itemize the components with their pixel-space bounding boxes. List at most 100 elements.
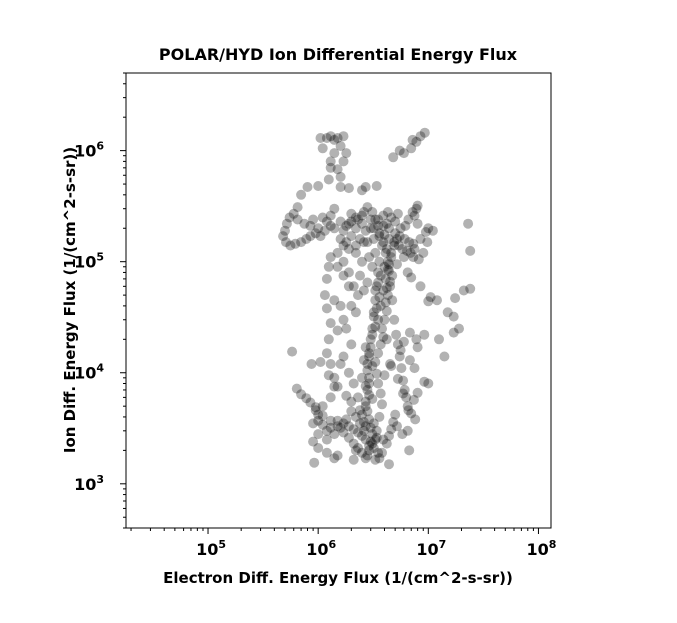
data-point-222 [325,162,336,173]
data-point-15 [364,348,375,359]
data-point-246 [392,373,403,384]
data-point-315 [365,342,376,353]
data-point-161 [308,214,319,225]
data-point-98 [332,421,343,432]
data-point-162 [299,218,310,229]
data-point-259 [346,396,357,407]
data-point-276 [357,256,367,267]
data-point-2 [365,223,376,234]
data-point-261 [335,359,346,369]
data-point-221 [329,148,340,159]
data-point-164 [288,208,299,219]
data-point-263 [338,314,349,325]
data-point-6 [386,252,397,263]
data-point-96 [343,432,354,443]
data-point-53 [332,247,343,258]
data-point-129 [442,307,453,318]
data-point-298 [384,223,394,234]
data-point-61 [338,351,349,362]
data-point-1 [357,218,367,229]
data-point-8 [374,256,385,267]
data-point-292 [341,220,352,231]
data-point-92 [360,453,371,464]
data-point-5 [381,244,392,254]
data-point-240 [306,359,317,369]
data-point-75 [389,314,400,325]
data-point-218 [332,133,343,143]
data-point-335 [348,424,359,435]
data-point-274 [370,247,381,258]
data-point-179 [338,225,349,236]
data-point-85 [388,417,399,427]
data-point-355 [380,297,391,308]
data-point-160 [317,212,328,223]
data-point-286 [346,208,357,219]
data-point-144 [409,210,420,221]
data-point-42 [332,381,343,392]
data-point-269 [332,261,343,272]
data-point-126 [448,327,459,338]
data-point-62 [343,367,354,378]
data-point-20 [362,406,373,417]
data-point-140 [415,234,426,244]
data-point-302 [404,237,415,248]
data-point-190 [402,245,412,256]
data-point-213 [335,182,346,192]
data-point-250 [423,378,434,389]
data-point-45 [321,348,332,359]
data-point-50 [321,273,332,284]
data-point-266 [350,307,361,318]
data-point-307 [375,270,386,281]
data-point-227 [292,202,303,213]
data-point-182 [362,237,373,248]
data-point-277 [350,247,361,258]
data-point-216 [325,131,336,142]
data-point-193 [413,254,424,265]
data-point-97 [338,427,349,438]
data-point-169 [281,237,291,248]
data-points-layer [278,127,476,470]
data-point-155 [358,207,369,217]
data-point-0 [350,212,361,223]
data-point-131 [458,285,469,296]
data-point-80 [398,375,409,386]
data-point-283 [392,208,403,219]
data-point-81 [399,384,410,395]
data-point-331 [364,440,375,451]
data-point-204 [411,136,422,147]
data-point-19 [360,396,371,407]
data-point-224 [313,181,324,191]
data-point-3 [374,228,385,239]
data-point-73 [385,281,396,292]
data-point-239 [296,389,307,400]
data-point-168 [278,231,289,242]
data-point-173 [301,234,312,244]
data-point-280 [335,234,346,244]
data-point-329 [370,434,381,445]
data-point-32 [346,406,357,417]
data-point-282 [382,207,393,217]
data-point-322 [367,394,378,404]
data-point-291 [325,220,336,231]
data-point-30 [355,418,365,429]
data-point-235 [291,383,302,394]
data-point-339 [325,422,336,433]
data-point-104 [321,447,332,458]
data-point-207 [406,143,417,154]
data-point-33 [341,414,352,425]
data-point-9 [373,267,384,278]
data-point-211 [357,185,367,196]
data-point-86 [386,424,397,435]
data-point-11 [370,295,381,306]
data-point-79 [396,363,407,374]
data-point-103 [313,443,324,453]
data-point-308 [373,277,384,288]
data-point-24 [365,436,376,447]
data-point-151 [390,216,401,227]
data-point-279 [338,240,349,251]
data-point-10 [371,281,382,292]
data-point-338 [332,415,343,426]
data-point-284 [367,207,378,217]
data-point-303 [408,238,419,249]
data-point-120 [398,336,409,347]
